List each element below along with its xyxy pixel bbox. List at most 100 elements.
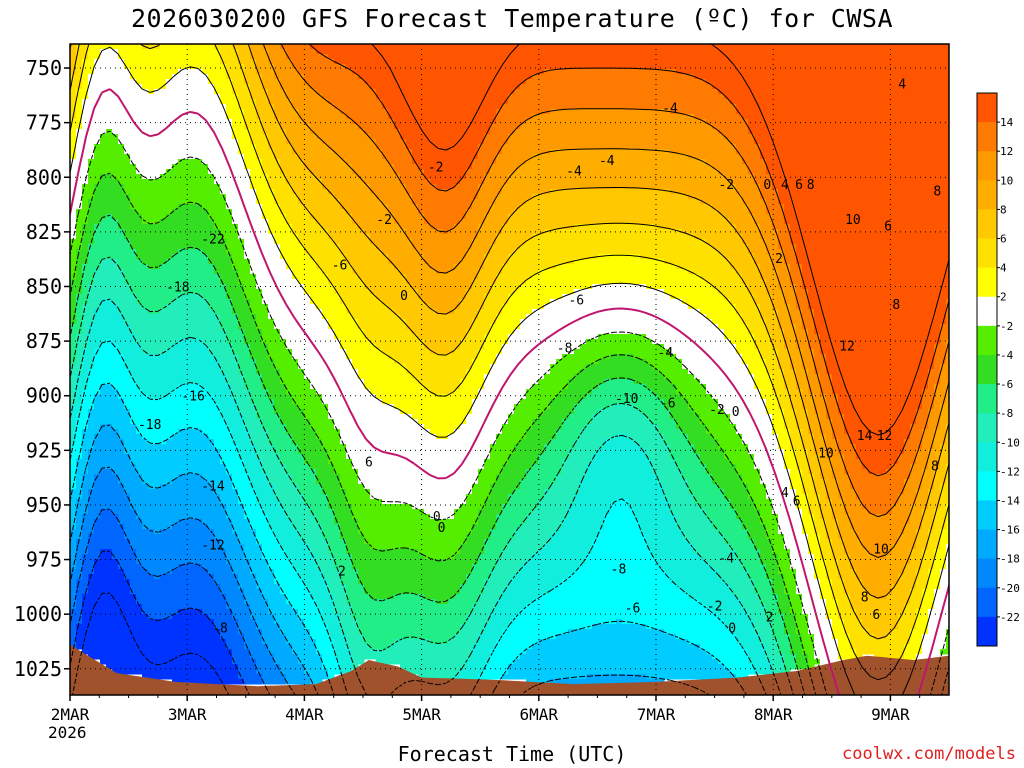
field-cell <box>280 624 287 630</box>
field-cell <box>226 549 233 555</box>
field-cell <box>232 474 239 480</box>
field-cell <box>196 89 203 95</box>
field-cell <box>88 444 95 450</box>
field-cell <box>160 69 167 75</box>
field-cell <box>268 549 275 555</box>
field-cell <box>88 404 95 410</box>
field-cell <box>178 534 185 540</box>
field-cell <box>76 369 83 375</box>
field-cell <box>76 314 83 320</box>
field-cell <box>154 304 161 310</box>
field-cell <box>148 209 155 215</box>
field-cell <box>286 149 293 155</box>
field-cell <box>238 524 245 530</box>
field-cell <box>304 174 311 180</box>
field-cell <box>304 199 311 205</box>
field-cell <box>202 619 209 625</box>
field-cell <box>220 174 227 180</box>
field-cell <box>94 84 101 90</box>
field-cell <box>280 394 287 400</box>
field-cell <box>106 489 113 495</box>
field-cell <box>112 479 119 485</box>
field-cell <box>286 444 293 450</box>
field-cell <box>118 574 125 580</box>
field-cell <box>88 69 95 75</box>
field-cell <box>142 289 149 295</box>
field-cell <box>178 254 185 260</box>
field-cell <box>94 249 101 255</box>
field-cell <box>208 594 215 600</box>
field-cell <box>256 439 263 445</box>
field-cell <box>178 479 185 485</box>
field-cell <box>274 94 281 100</box>
field-cell <box>232 384 239 390</box>
field-cell <box>214 529 221 535</box>
field-cell <box>76 344 83 350</box>
field-cell <box>274 564 281 570</box>
field-cell <box>298 314 305 320</box>
field-cell <box>100 139 107 145</box>
field-cell <box>70 64 77 70</box>
field-cell <box>88 224 95 230</box>
field-cell <box>226 149 233 155</box>
field-cell <box>226 44 233 50</box>
field-cell <box>142 84 149 90</box>
field-cell <box>280 114 287 120</box>
field-cell <box>262 479 269 485</box>
field-cell <box>130 394 137 400</box>
field-cell <box>202 364 209 370</box>
field-cell <box>82 449 89 455</box>
field-cell <box>118 174 125 180</box>
field-cell <box>178 299 185 305</box>
field-cell <box>100 479 107 485</box>
field-cell <box>280 354 287 360</box>
field-cell <box>208 499 215 505</box>
field-cell <box>196 44 203 50</box>
field-cell <box>130 619 137 625</box>
field-cell <box>274 514 281 520</box>
field-cell <box>214 394 221 400</box>
field-cell <box>142 539 149 545</box>
field-cell <box>124 604 131 610</box>
field-cell <box>250 204 257 210</box>
field-cell <box>142 269 149 275</box>
field-cell <box>106 579 113 585</box>
field-cell <box>202 144 209 150</box>
field-cell <box>136 54 143 60</box>
field-cell <box>178 334 185 340</box>
field-cell <box>70 129 77 135</box>
field-cell <box>166 359 173 365</box>
field-cell <box>148 94 155 100</box>
field-cell <box>142 544 149 550</box>
field-cell <box>220 564 227 570</box>
field-cell <box>100 344 107 350</box>
field-cell <box>226 99 233 105</box>
field-cell <box>142 469 149 475</box>
field-cell <box>118 184 125 190</box>
field-cell <box>82 484 89 490</box>
field-cell <box>304 149 311 155</box>
field-cell <box>202 409 209 415</box>
field-cell <box>190 639 197 645</box>
field-cell <box>148 549 155 555</box>
field-cell <box>154 54 161 60</box>
field-cell <box>298 89 305 95</box>
field-cell <box>268 409 275 415</box>
field-cell <box>88 469 95 475</box>
field-cell <box>100 629 107 635</box>
field-cell <box>196 464 203 470</box>
field-cell <box>214 664 221 670</box>
field-cell <box>106 314 113 320</box>
field-cell <box>304 94 311 100</box>
field-cell <box>226 314 233 320</box>
field-cell <box>178 344 185 350</box>
field-cell <box>256 649 263 655</box>
field-cell <box>154 114 161 120</box>
field-cell <box>292 299 299 305</box>
field-cell <box>250 389 257 395</box>
field-cell <box>292 264 299 270</box>
field-cell <box>148 519 155 525</box>
field-cell <box>190 94 197 100</box>
field-cell <box>124 119 131 125</box>
field-cell <box>112 144 119 150</box>
